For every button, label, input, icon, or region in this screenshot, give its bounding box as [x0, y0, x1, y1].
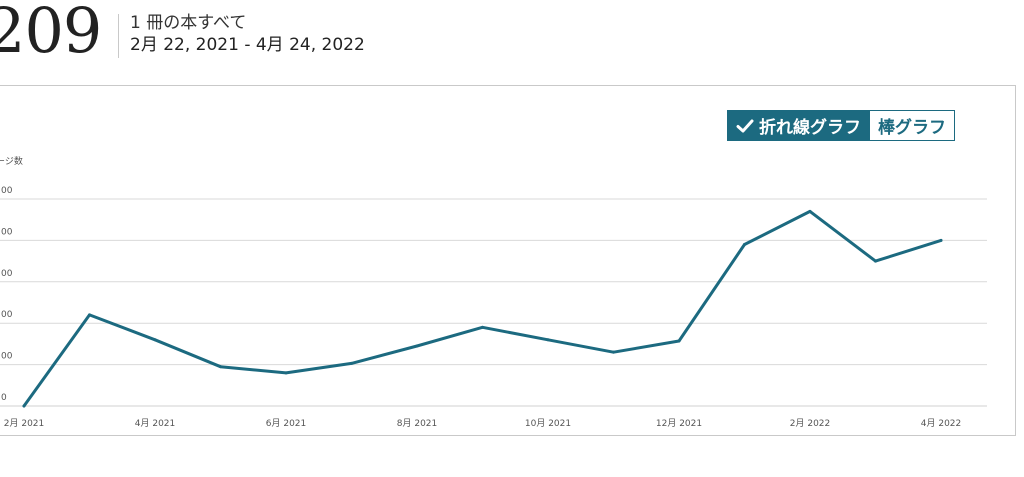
data-point — [546, 338, 550, 342]
bar-chart-button[interactable]: 棒グラフ — [870, 110, 955, 141]
x-tick-label: 4月 2021 — [135, 418, 176, 429]
scope-label: 1 冊の本すべて — [130, 13, 247, 33]
grid — [0, 198, 987, 407]
data-point — [677, 339, 681, 343]
total-count: 209 — [0, 0, 102, 67]
header-divider — [118, 14, 119, 58]
x-tick-label: 10月 2021 — [525, 418, 571, 429]
y-tick-label: 00 — [1, 227, 13, 237]
y-tick-label: 00 — [1, 352, 13, 362]
data-point — [481, 325, 484, 329]
y-tick-label: 00 — [1, 269, 13, 279]
data-point — [153, 338, 157, 342]
data-point — [284, 371, 288, 375]
chart-type-toggle: 折れ線グラフ 棒グラフ — [727, 110, 955, 141]
data-point — [939, 238, 943, 242]
data-point — [22, 404, 26, 408]
bar-chart-label: 棒グラフ — [878, 118, 946, 138]
y-tick-label: 00 — [1, 310, 13, 320]
data-point — [874, 259, 877, 263]
x-tick-label: 8月 2021 — [397, 418, 438, 429]
data-point — [612, 350, 615, 354]
y-tick-label: 0 — [1, 393, 7, 403]
line-chart-button[interactable]: 折れ線グラフ — [727, 110, 870, 141]
data-point — [808, 209, 812, 213]
y-tick-label: 00 — [1, 186, 13, 196]
data-point — [743, 243, 746, 247]
check-icon — [736, 119, 754, 132]
line-chart-label: 折れ線グラフ — [759, 118, 861, 138]
data-point — [415, 344, 419, 348]
data-point — [219, 365, 222, 369]
x-tick-label: 6月 2021 — [266, 418, 307, 429]
x-tick-label: 4月 2022 — [921, 418, 962, 429]
x-tick-labels: 2月 2021 4月 2021 6月 2021 8月 2021 10月 2021 12月 … — [4, 418, 962, 429]
data-point — [350, 361, 353, 365]
data-point — [88, 313, 91, 317]
summary-meta: 1 冊の本すべて 2月 22, 2021 - 4月 24, 2022 — [130, 12, 365, 56]
x-tick-label: 2月 2021 — [4, 418, 45, 429]
x-tick-label: 2月 2022 — [790, 418, 831, 429]
chart-panel — [0, 85, 1016, 436]
series — [22, 209, 943, 408]
y-axis-title: ージ数 — [0, 155, 23, 167]
x-tick-label: 12月 2021 — [656, 418, 702, 429]
date-range: 2月 22, 2021 - 4月 24, 2022 — [130, 35, 365, 55]
